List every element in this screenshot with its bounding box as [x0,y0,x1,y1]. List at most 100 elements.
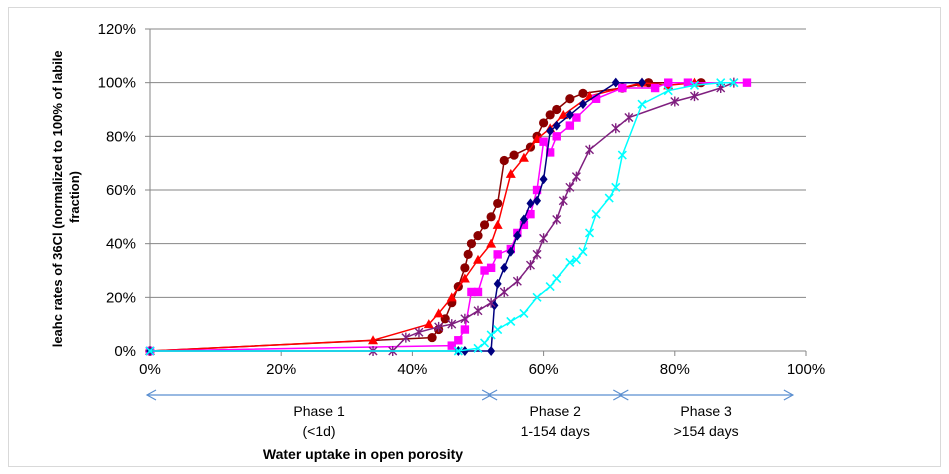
series [145,77,700,355]
y-tick-label: 20% [106,289,136,306]
data-point [565,94,575,104]
data-point [664,78,673,87]
data-point [434,321,444,332]
data-point [479,338,490,348]
axes [145,28,807,356]
data-point [493,278,502,289]
phase-label: Phase 1 [293,403,345,419]
data-point [486,297,496,308]
data-point [466,239,477,249]
phase-annotation: Phase 3 >154 days [618,389,795,439]
data-point [539,174,548,185]
data-point [565,182,575,193]
x-axis-title: Water uptake in open porosity [263,446,463,462]
data-point [571,255,581,265]
data-point [689,91,699,102]
data-point [479,220,490,230]
data-point [558,195,568,206]
data-point [611,77,620,88]
data-point [611,123,621,134]
y-axis-title: leahc rates of 36Cl (normalized to 100% … [50,47,82,348]
y-tick-label: 0% [114,343,136,360]
data-point [499,286,509,297]
data-point [624,112,634,123]
phase-label: >154 days [674,423,739,439]
data-point [545,282,555,292]
data-point [492,219,503,229]
data-point [473,305,483,316]
y-tick-label: 60% [106,182,136,199]
data-point [519,220,529,230]
data-point [454,336,463,345]
data-point [493,198,503,209]
data-point [487,346,496,356]
data-point [512,276,522,287]
data-point [401,332,411,343]
y-tick-label: 120% [98,21,136,38]
x-tick-label: 0% [139,361,161,378]
data-point [473,287,483,297]
y-axis-title-line-1: leahc rates of 36Cl (normalized to 100% … [50,50,65,347]
series-group [145,77,752,356]
data-point [525,260,535,271]
data-point [493,250,502,259]
data-point [584,228,595,238]
data-point [578,88,588,98]
data-point [611,182,621,192]
data-point [486,238,497,248]
data-point [518,152,529,162]
tick-labels: 0% 20% 40% 60% 80% 100% 120% 0% 20% 40% 60% 80% 100% [98,21,826,378]
data-point [716,78,726,88]
phase-label: (<1d) [303,423,336,439]
data-point [506,316,516,327]
series [145,78,706,356]
x-tick-label: 40% [397,361,427,378]
series [145,77,739,356]
data-point [500,262,509,273]
data-point [689,80,700,90]
data-point [414,327,424,338]
data-point [585,144,595,155]
data-point [552,132,561,141]
x-tick-label: 100% [787,361,825,378]
data-point [546,125,555,136]
data-point [742,78,752,87]
series-line [149,81,701,352]
data-point [558,109,569,119]
y-tick-label: 100% [98,75,136,92]
data-point [473,343,483,353]
data-point [447,319,457,330]
data-point [617,150,627,160]
data-point [453,346,463,356]
data-point [670,96,680,107]
data-point [571,171,581,182]
data-point [552,104,562,115]
phase-arrow-head-left [618,389,629,401]
data-point [480,266,489,275]
phase-arrow-head-left [145,389,157,401]
data-point [578,247,588,257]
data-point [663,86,673,96]
data-point [467,287,476,297]
data-point [533,195,542,206]
series-line [150,81,734,352]
data-point [650,83,660,93]
data-point [368,335,379,345]
data-point [526,198,535,209]
data-point [460,346,469,356]
data-point [532,185,542,195]
phase-label: Phase 3 [680,403,732,419]
data-point [552,120,561,131]
data-point [506,246,515,257]
data-point [486,263,496,273]
data-point [545,148,555,157]
data-point [145,346,155,356]
data-point [618,83,627,93]
data-point [509,150,519,160]
data-point [591,94,601,103]
data-point [486,212,496,222]
data-point [513,230,522,241]
y-tick-label: 80% [106,128,136,145]
data-point [499,155,509,166]
